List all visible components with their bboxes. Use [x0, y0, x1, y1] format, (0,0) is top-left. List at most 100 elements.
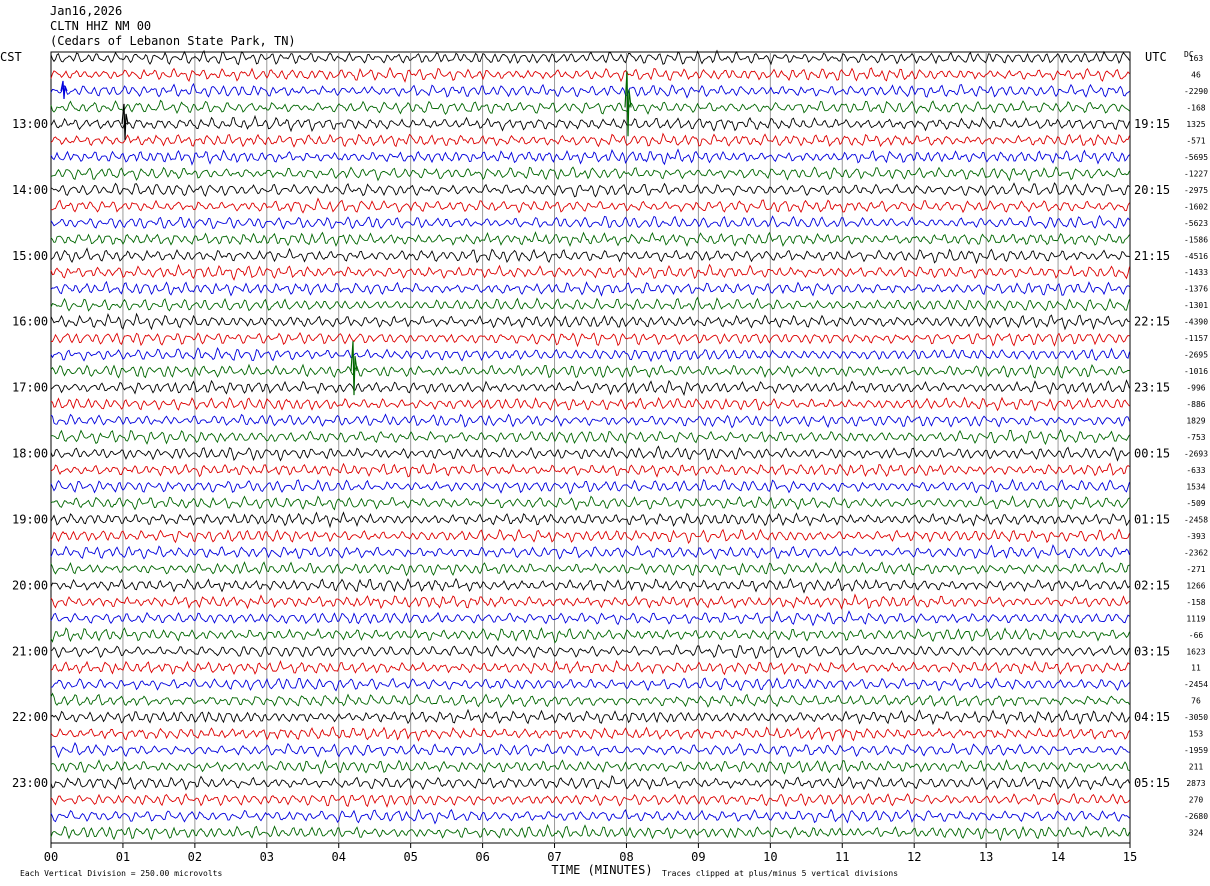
seismic-trace [50, 82, 1130, 99]
seismic-trace [50, 561, 1130, 577]
seismic-trace [50, 99, 1130, 115]
dc-offset-label: 1325 [1186, 120, 1205, 129]
seismic-trace [50, 692, 1130, 709]
dc-offset-label: -66 [1189, 631, 1204, 640]
dc-offset-label: -633 [1186, 466, 1205, 475]
dc-offset-label: 211 [1189, 763, 1204, 772]
dc-offset-label: -1157 [1184, 334, 1208, 343]
x-tick-label: 03 [260, 850, 274, 864]
seismic-trace [50, 741, 1130, 759]
cst-hour-label: 22:00 [12, 710, 48, 724]
utc-hour-label: 05:15 [1134, 776, 1170, 790]
x-tick-label: 12 [907, 850, 921, 864]
seismic-trace [50, 346, 1130, 363]
dc-offset-label: -271 [1186, 565, 1205, 574]
dc-offset-label: -509 [1186, 499, 1205, 508]
scale-note: Each Vertical Division = 250.00 microvol… [20, 869, 222, 878]
seismic-trace [50, 332, 1130, 348]
dc-offset-label: -5695 [1184, 153, 1208, 162]
cst-hour-label: 16:00 [12, 315, 48, 329]
event-spike [121, 103, 129, 140]
dc-offset-label: -4390 [1184, 318, 1208, 327]
seismic-trace [50, 182, 1130, 198]
dc-offset-label: -5623 [1184, 219, 1208, 228]
x-tick-label: 00 [44, 850, 58, 864]
utc-hour-label: 23:15 [1134, 381, 1170, 395]
seismic-trace [50, 166, 1130, 182]
seismic-trace [50, 593, 1130, 610]
seismic-trace [50, 49, 1130, 66]
utc-hour-label: 04:15 [1134, 710, 1170, 724]
seismic-trace [50, 462, 1130, 478]
cst-hour-label: 13:00 [12, 117, 48, 131]
cst-hour-label: 23:00 [12, 776, 48, 790]
dc-offset-label: -1376 [1184, 285, 1208, 294]
utc-hour-label: 22:15 [1134, 315, 1170, 329]
right-timezone-label: UTC [1145, 50, 1167, 64]
dc-offset-label: 324 [1189, 829, 1204, 838]
x-tick-label: 02 [188, 850, 202, 864]
dc-offset-label: 1534 [1186, 482, 1205, 491]
dc-offset-label: -2680 [1184, 812, 1208, 821]
dc-offset-label: 1119 [1186, 614, 1205, 623]
dc-offset-label: -1602 [1184, 202, 1208, 211]
dc-offset-label: -1959 [1184, 746, 1208, 755]
seismic-trace [50, 263, 1130, 281]
cst-hour-label: 20:00 [12, 578, 48, 592]
seismic-trace [50, 610, 1130, 627]
seismic-trace [50, 511, 1130, 529]
x-axis-label: TIME (MINUTES) [551, 863, 652, 877]
seismic-trace [50, 197, 1130, 214]
event-spike [624, 71, 632, 137]
seismic-trace [50, 363, 1130, 379]
seismic-trace [50, 677, 1130, 692]
utc-hour-label: 02:15 [1134, 578, 1170, 592]
seismic-trace [50, 792, 1130, 808]
dc-offset-label: -393 [1186, 532, 1205, 541]
plot-frame [50, 51, 1131, 844]
utc-hour-label: 21:15 [1134, 249, 1170, 263]
seismic-trace [50, 114, 1130, 133]
seismic-trace [50, 428, 1130, 446]
clip-note: Traces clipped at plus/minus 5 vertical … [662, 869, 898, 878]
location-label: (Cedars of Lebanon State Park, TN) [50, 34, 296, 48]
dc-offset-label: -1433 [1184, 268, 1208, 277]
cst-hour-label: 18:00 [12, 447, 48, 461]
cst-hour-label: 21:00 [12, 644, 48, 658]
seismic-trace [50, 396, 1130, 412]
x-tick-label: 10 [763, 850, 777, 864]
x-tick-label: 08 [619, 850, 633, 864]
dc-offset-label: -158 [1186, 598, 1205, 607]
seismic-trace [50, 379, 1130, 397]
seismic-trace [50, 708, 1130, 726]
seismic-trace [50, 247, 1130, 265]
dc-offset-label: 1266 [1186, 581, 1205, 590]
seismic-trace [50, 231, 1130, 247]
x-tick-label: 07 [547, 850, 561, 864]
seismic-trace [50, 823, 1130, 842]
seismic-trace [50, 758, 1130, 775]
utc-hour-label: 03:15 [1134, 644, 1170, 658]
left-timezone-label: CST [0, 50, 22, 64]
x-tick-label: 04 [332, 850, 346, 864]
seismic-trace [50, 312, 1130, 331]
dc-offset-label: -2458 [1184, 515, 1208, 524]
seismic-trace [50, 577, 1130, 594]
seismic-trace [50, 544, 1130, 560]
dc-offset-label: -1227 [1184, 169, 1208, 178]
dc-offset-label: 1829 [1186, 417, 1205, 426]
x-tick-label: 11 [835, 850, 849, 864]
seismic-trace [50, 808, 1130, 825]
x-tick-label: 05 [403, 850, 417, 864]
date-label: Jan16,2026 [50, 4, 123, 18]
seismic-trace [50, 774, 1130, 791]
seismic-trace [50, 66, 1130, 83]
dc-offset-label: 46 [1191, 70, 1201, 79]
seismic-trace [50, 296, 1130, 312]
x-tick-label: 14 [1051, 850, 1065, 864]
dc-offset-label: -996 [1186, 384, 1205, 393]
event-spike [60, 80, 68, 100]
cst-hour-label: 19:00 [12, 512, 48, 526]
seismic-trace [50, 132, 1130, 148]
event-spike [350, 341, 358, 396]
